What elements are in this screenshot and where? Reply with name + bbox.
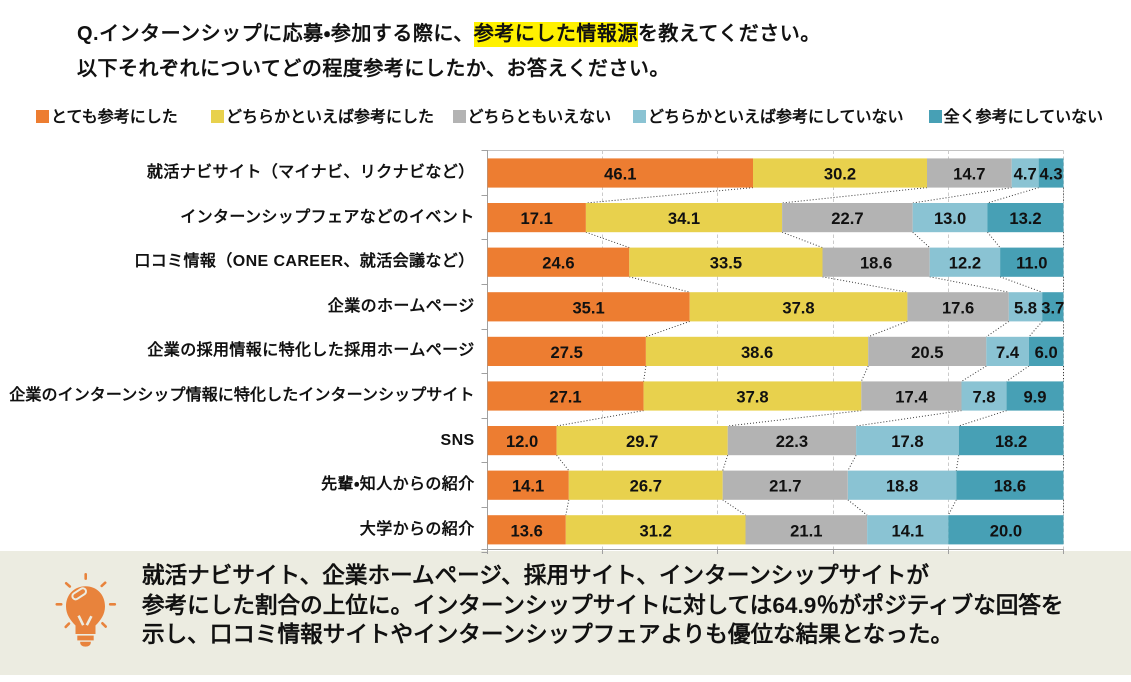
svg-text:29.7: 29.7 [626, 432, 658, 451]
svg-text:18.6: 18.6 [994, 477, 1026, 496]
svg-text:21.7: 21.7 [769, 477, 801, 496]
svg-text:17.8: 17.8 [891, 432, 923, 451]
svg-text:24.6: 24.6 [542, 254, 574, 273]
svg-text:27.1: 27.1 [549, 388, 581, 407]
svg-text:7.8: 7.8 [972, 388, 995, 407]
svg-text:14.7: 14.7 [953, 165, 985, 184]
svg-text:17.4: 17.4 [895, 388, 928, 407]
svg-text:18.8: 18.8 [886, 477, 918, 496]
svg-text:35.1: 35.1 [572, 298, 604, 317]
svg-text:17.1: 17.1 [521, 209, 553, 228]
svg-text:14.1: 14.1 [512, 477, 544, 496]
svg-text:6.0: 6.0 [1035, 343, 1058, 362]
svg-text:34.1: 34.1 [668, 209, 700, 228]
svg-text:14.1: 14.1 [892, 521, 924, 540]
svg-text:4.7: 4.7 [1014, 165, 1037, 184]
svg-text:4.3: 4.3 [1040, 165, 1063, 184]
svg-text:37.8: 37.8 [736, 388, 768, 407]
svg-text:12.2: 12.2 [949, 254, 981, 273]
svg-text:5.8: 5.8 [1014, 298, 1037, 317]
svg-text:13.0: 13.0 [934, 209, 966, 228]
svg-text:27.5: 27.5 [551, 343, 583, 362]
svg-text:46.1: 46.1 [604, 165, 636, 184]
svg-text:20.0: 20.0 [990, 521, 1022, 540]
svg-text:13.2: 13.2 [1009, 209, 1041, 228]
svg-text:3.7: 3.7 [1041, 298, 1064, 317]
svg-text:20.5: 20.5 [911, 343, 943, 362]
svg-text:22.7: 22.7 [831, 209, 863, 228]
svg-text:37.8: 37.8 [782, 298, 814, 317]
svg-text:33.5: 33.5 [710, 254, 742, 273]
svg-text:9.9: 9.9 [1023, 388, 1046, 407]
svg-text:38.6: 38.6 [741, 343, 773, 362]
svg-text:26.7: 26.7 [630, 477, 662, 496]
svg-text:12.0: 12.0 [506, 432, 538, 451]
svg-text:30.2: 30.2 [824, 165, 856, 184]
svg-text:21.1: 21.1 [790, 521, 822, 540]
svg-text:18.6: 18.6 [860, 254, 892, 273]
svg-text:11.0: 11.0 [1016, 254, 1047, 273]
svg-text:31.2: 31.2 [640, 521, 672, 540]
svg-text:17.6: 17.6 [942, 298, 974, 317]
svg-text:7.4: 7.4 [996, 343, 1020, 362]
svg-text:13.6: 13.6 [511, 521, 543, 540]
svg-text:22.3: 22.3 [776, 432, 808, 451]
svg-text:18.2: 18.2 [995, 432, 1027, 451]
